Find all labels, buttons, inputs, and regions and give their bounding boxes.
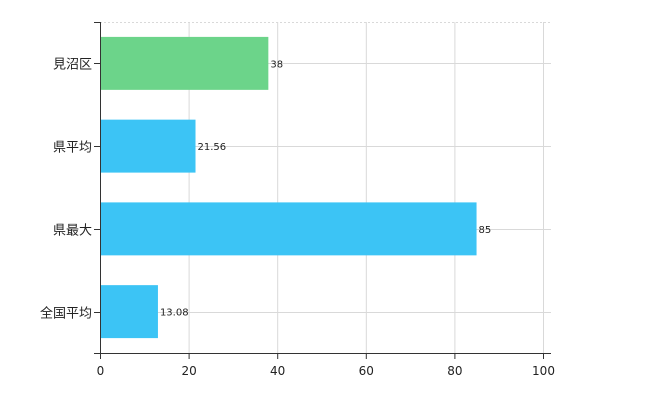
data-label: 21.56 — [198, 142, 227, 153]
bar — [101, 202, 477, 256]
category-label: 県最大 — [53, 224, 92, 239]
x-tick-label: 20 — [181, 364, 196, 378]
data-label: 85 — [479, 225, 492, 236]
category-label: 見沼区 — [53, 58, 92, 73]
data-label: 13.08 — [160, 308, 189, 319]
bar — [101, 285, 158, 339]
bars — [101, 36, 477, 339]
axes — [94, 22, 551, 359]
x-tick-label: 60 — [359, 364, 374, 378]
category-label: 全国平均 — [40, 306, 92, 322]
data-label: 38 — [270, 59, 283, 70]
bar — [101, 119, 196, 173]
x-tick-label: 0 — [97, 364, 105, 378]
x-tick-label: 100 — [532, 364, 555, 378]
x-tick-label: 80 — [447, 364, 462, 378]
bar — [101, 36, 269, 90]
x-tick-label: 40 — [270, 364, 285, 378]
category-label: 県平均 — [53, 141, 92, 156]
